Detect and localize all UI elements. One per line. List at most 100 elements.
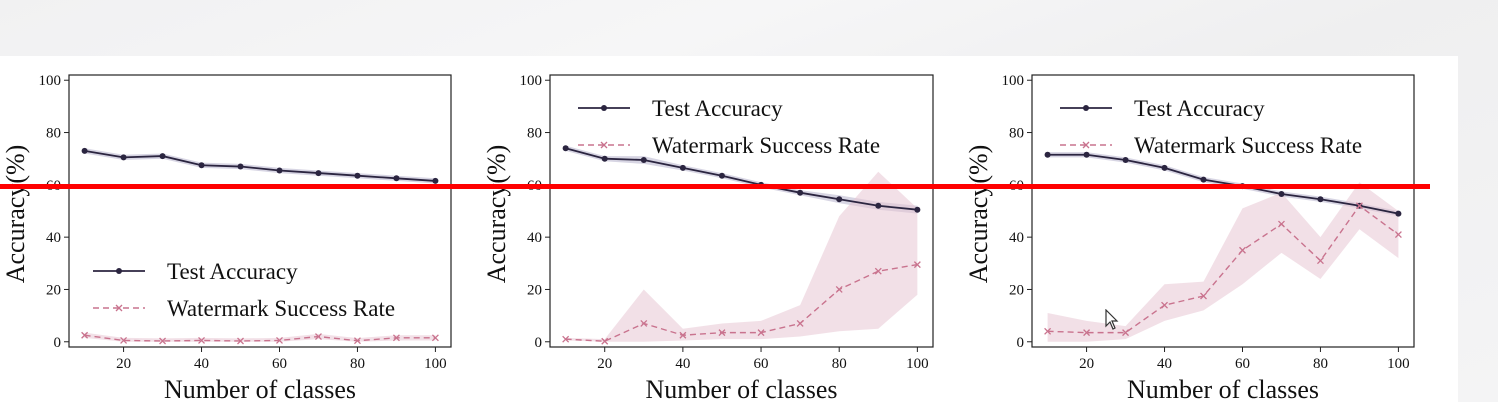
legend-label: Test Accuracy <box>652 96 783 121</box>
marker-stroke <box>1161 301 1168 309</box>
y-tick-label: 100 <box>1002 73 1025 89</box>
data-point <box>914 206 921 213</box>
marker-stroke <box>640 320 648 327</box>
series-line <box>84 149 436 182</box>
data-point <box>601 337 609 345</box>
x-tick-label: 20 <box>116 356 131 372</box>
data-point <box>1394 231 1402 238</box>
data-point <box>1200 292 1207 300</box>
data-point <box>1083 151 1090 158</box>
data-point <box>432 177 439 184</box>
data-point <box>601 155 608 162</box>
data-point <box>159 153 166 160</box>
data-point <box>1395 210 1402 217</box>
marker-stroke <box>757 329 765 337</box>
x-tick-label: 80 <box>350 356 365 372</box>
y-tick-label: 100 <box>39 73 62 89</box>
data-point <box>1317 196 1324 203</box>
marker-stroke <box>237 337 244 345</box>
x-tick-label: 40 <box>194 356 209 372</box>
series-line <box>1047 153 1399 215</box>
marker-stroke <box>276 337 283 344</box>
y-tick-label: 80 <box>46 126 61 142</box>
data-point <box>1122 157 1129 163</box>
data-point <box>120 154 127 161</box>
legend-label: Test Accuracy <box>167 259 298 284</box>
data-point <box>315 170 322 177</box>
marker-stroke <box>679 331 687 339</box>
legend-marker <box>1082 141 1090 149</box>
marker-stroke <box>1394 231 1402 238</box>
x-axis-title: Number of classes <box>164 375 356 402</box>
plot-frame <box>68 74 452 348</box>
marker-stroke <box>874 267 882 275</box>
data-point <box>354 172 361 179</box>
data-point <box>1355 202 1363 210</box>
x-tick-label: 80 <box>1313 356 1328 372</box>
highlight-line <box>0 184 1430 189</box>
legend-marker <box>600 141 608 149</box>
data-point <box>718 172 725 179</box>
data-point <box>1161 164 1168 171</box>
marker-stroke <box>1044 327 1052 335</box>
x-tick-label: 20 <box>1079 356 1094 372</box>
marker-stroke <box>1239 246 1246 254</box>
y-tick-label: 80 <box>1009 126 1024 142</box>
x-tick-label: 20 <box>597 356 612 372</box>
legend: Test Accuracy Watermark Success Rate <box>1060 96 1362 158</box>
marker-stroke <box>431 334 439 342</box>
data-point <box>276 167 283 174</box>
y-axis-title: Accuracy(%) <box>482 145 511 284</box>
marker-stroke <box>913 261 921 269</box>
marker-stroke <box>601 337 609 345</box>
data-point <box>237 337 244 345</box>
data-point <box>120 337 128 344</box>
x-axis-title: Number of classes <box>645 375 837 402</box>
series-line <box>565 147 918 211</box>
y-tick-label: 100 <box>520 73 543 89</box>
marker-stroke <box>198 337 205 344</box>
marker-stroke <box>392 334 400 342</box>
data-point <box>562 145 569 152</box>
series-line <box>565 263 918 342</box>
x-tick-label: 40 <box>1157 356 1172 372</box>
y-tick-label: 80 <box>527 126 542 142</box>
plot-frame <box>549 74 934 348</box>
x-tick-label: 100 <box>906 356 929 372</box>
y-axis-title: Accuracy(%) <box>1 145 30 284</box>
y-tick-label: 40 <box>1009 230 1024 246</box>
data-point <box>1083 329 1091 337</box>
data-point <box>81 331 89 339</box>
legend-marker <box>116 268 122 274</box>
y-axis-title: Accuracy(%) <box>964 145 993 284</box>
data-point <box>431 334 439 342</box>
data-point <box>1161 301 1168 309</box>
confidence-band <box>1047 182 1399 342</box>
y-tick-label: 20 <box>1009 282 1024 298</box>
data-point <box>679 164 686 171</box>
marker-stroke <box>835 286 843 293</box>
marker-stroke <box>120 337 128 344</box>
legend: Test Accuracy Watermark Success Rate <box>93 259 395 321</box>
data-point <box>913 261 921 269</box>
marker-stroke <box>1122 329 1130 337</box>
data-point <box>1278 191 1285 197</box>
data-point <box>562 335 570 343</box>
data-point <box>836 196 843 203</box>
x-tick-label: 40 <box>675 356 690 372</box>
marker-stroke <box>353 337 361 345</box>
x-axis-title: Number of classes <box>1127 375 1319 402</box>
data-point <box>718 329 726 337</box>
data-point <box>796 320 804 327</box>
legend-marker <box>115 304 123 312</box>
y-tick-label: 0 <box>1017 335 1025 351</box>
data-point <box>393 175 400 182</box>
series-line <box>1047 204 1399 334</box>
x-tick-label: 60 <box>272 356 287 372</box>
data-point <box>1278 220 1285 228</box>
y-tick-label: 40 <box>46 230 61 246</box>
marker-stroke <box>796 320 804 327</box>
marker-stroke <box>1316 257 1324 265</box>
